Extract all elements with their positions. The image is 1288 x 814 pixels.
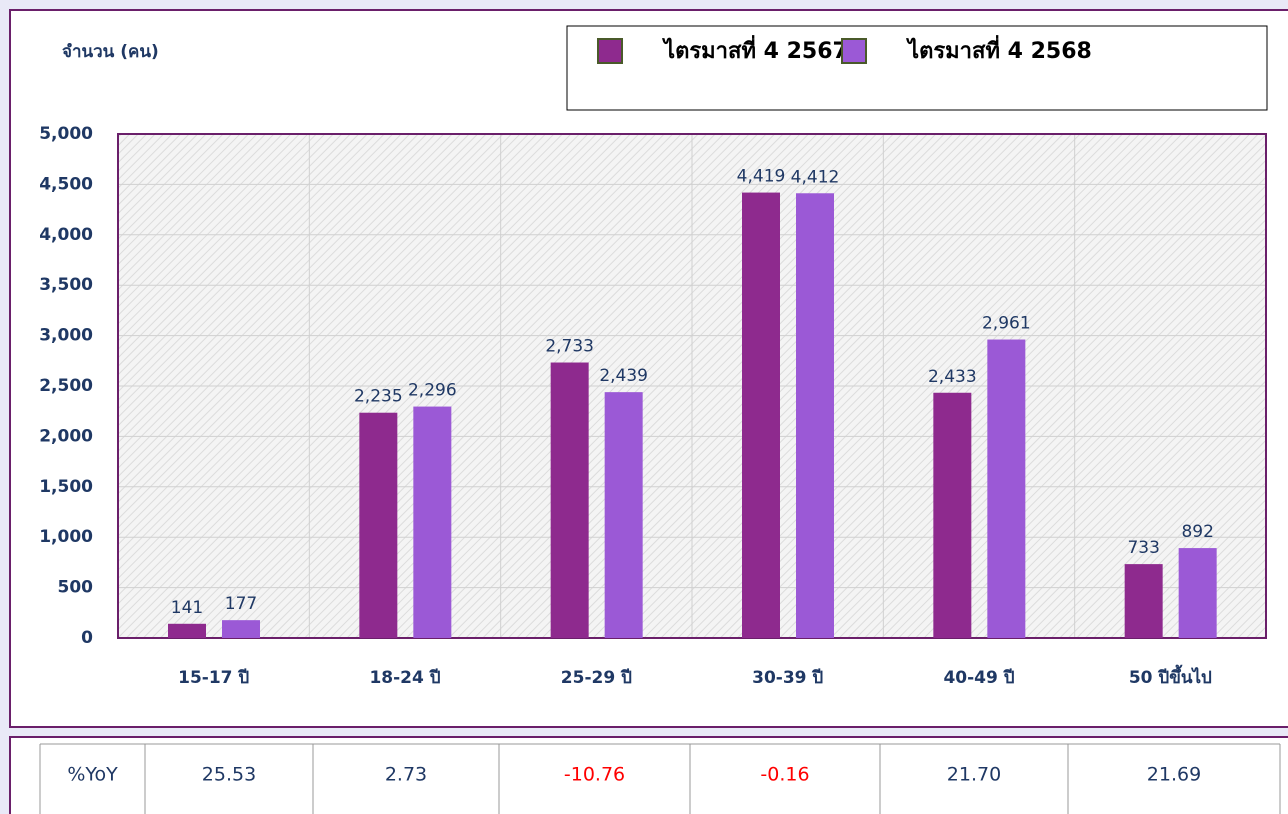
data-label: 892 bbox=[1181, 522, 1213, 542]
data-label: 4,419 bbox=[737, 167, 786, 187]
bar bbox=[933, 392, 972, 638]
data-label: 2,733 bbox=[545, 337, 594, 357]
y-tick-label: 1,500 bbox=[39, 477, 93, 497]
table-cell: -0.16 bbox=[760, 764, 809, 786]
bar bbox=[987, 339, 1026, 638]
bar bbox=[168, 623, 206, 638]
y-tick-label: 2,500 bbox=[39, 376, 93, 396]
data-label: 2,439 bbox=[599, 366, 648, 386]
x-tick-label: 30-39 ปี bbox=[752, 667, 823, 688]
bar bbox=[796, 193, 834, 639]
y-axis-label: จำนวน (คน) bbox=[62, 42, 159, 62]
bar bbox=[222, 620, 260, 638]
data-label: 733 bbox=[1127, 538, 1159, 558]
data-label: 4,412 bbox=[791, 167, 840, 187]
y-tick-label: 0 bbox=[81, 628, 93, 648]
bar bbox=[742, 192, 780, 638]
x-tick-label: 18-24 ปี bbox=[369, 667, 440, 688]
bar bbox=[604, 392, 643, 638]
y-tick-label: 4,500 bbox=[39, 174, 93, 194]
table-cell: 25.53 bbox=[202, 764, 256, 786]
plot-border bbox=[117, 133, 1267, 639]
table-cell: %YoY bbox=[67, 764, 118, 786]
table-cell: 21.70 bbox=[947, 764, 1001, 786]
legend-box bbox=[566, 25, 1268, 111]
y-tick-label: 2,000 bbox=[39, 426, 93, 446]
x-tick-label: 15-17 ปี bbox=[178, 667, 249, 688]
legend-swatch bbox=[597, 38, 623, 64]
bar bbox=[1124, 564, 1163, 638]
data-label: 2,235 bbox=[354, 387, 403, 407]
table-panel bbox=[9, 736, 1288, 814]
legend-swatch bbox=[841, 38, 867, 64]
bar bbox=[359, 412, 398, 638]
data-label: 2,961 bbox=[982, 314, 1031, 334]
y-tick-label: 3,500 bbox=[39, 275, 93, 295]
y-tick-label: 3,000 bbox=[39, 326, 93, 346]
data-label: 2,433 bbox=[928, 367, 977, 387]
y-tick-label: 1,000 bbox=[39, 527, 93, 547]
x-tick-label: 40-49 ปี bbox=[943, 667, 1014, 688]
bar bbox=[1178, 548, 1217, 638]
legend-label: ไตรมาสที่ 4 2567 bbox=[662, 34, 848, 64]
y-tick-label: 500 bbox=[58, 578, 94, 598]
x-tick-label: 25-29 ปี bbox=[561, 667, 632, 688]
table-cell: -10.76 bbox=[564, 764, 625, 786]
table-cell: 2.73 bbox=[385, 764, 427, 786]
bar bbox=[413, 406, 452, 638]
x-tick-label: 50 ปีขึ้นไป bbox=[1129, 664, 1212, 688]
legend-label: ไตรมาสที่ 4 2568 bbox=[906, 34, 1092, 64]
data-label: 177 bbox=[225, 594, 257, 614]
y-tick-label: 4,000 bbox=[39, 225, 93, 245]
y-tick-label: 5,000 bbox=[39, 124, 93, 144]
bar bbox=[550, 362, 589, 638]
table-cell: 21.69 bbox=[1147, 764, 1201, 786]
data-label: 2,296 bbox=[408, 381, 457, 401]
data-label: 141 bbox=[171, 598, 203, 618]
